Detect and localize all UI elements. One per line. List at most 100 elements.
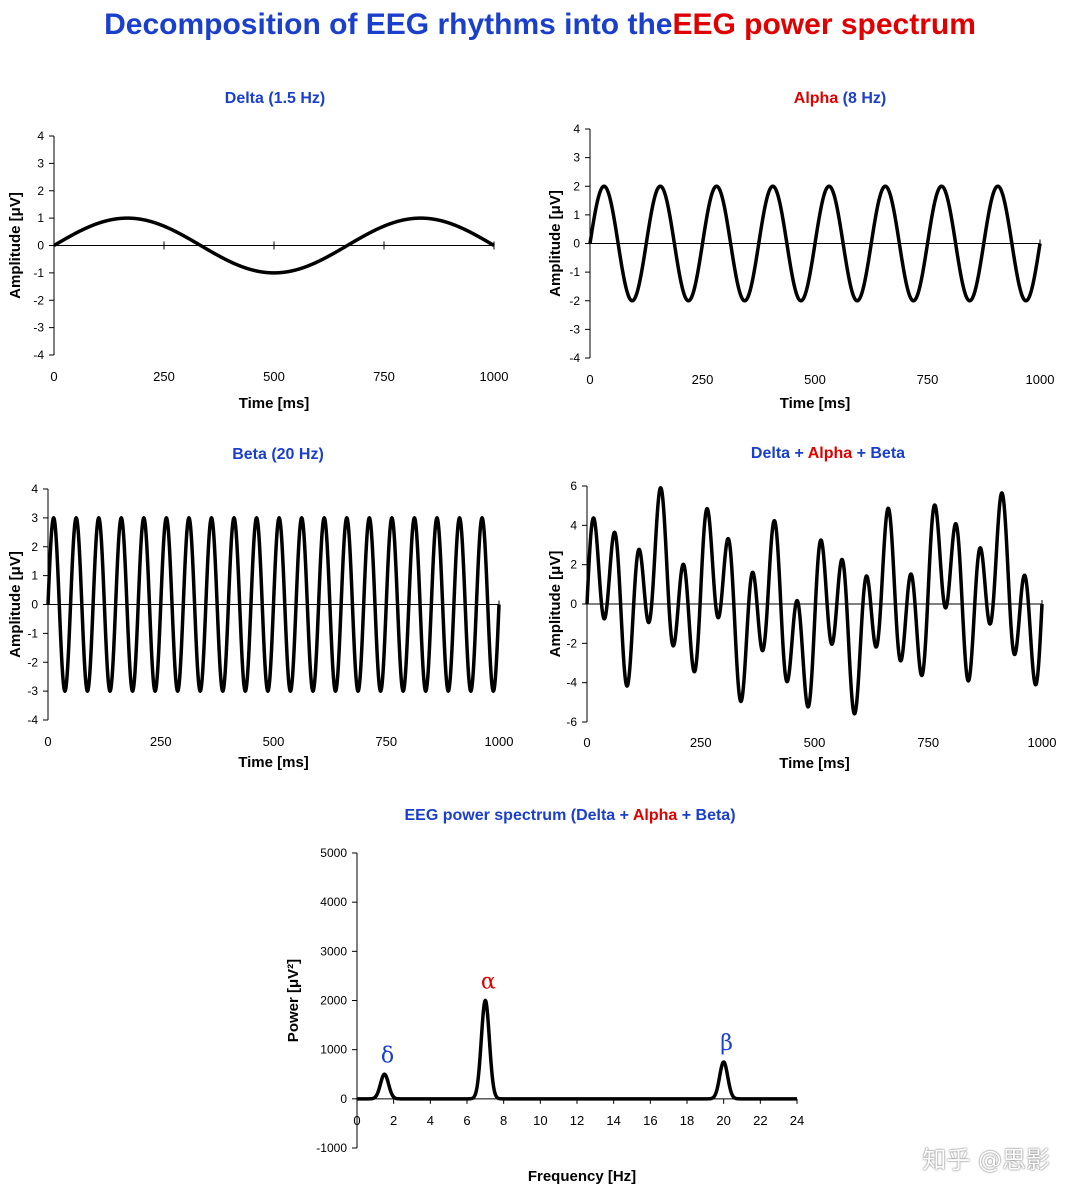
spectrum-x-tick-label: 20 — [716, 1113, 730, 1128]
spectrum-x-tick-label: 2 — [390, 1113, 397, 1128]
delta-y-tick-label: 2 — [37, 184, 44, 198]
alpha-y-tick-label: 4 — [573, 122, 580, 136]
spectrum-y-tick-label: 0 — [340, 1092, 347, 1106]
alpha-y-tick-label: 3 — [573, 151, 580, 165]
alpha-x-tick-label: 250 — [692, 372, 714, 387]
main-title: Decomposition of EEG rhythms into theEEG… — [0, 8, 1080, 42]
beta-x-tick-label: 0 — [44, 734, 51, 749]
alpha-x-tick-label: 500 — [804, 372, 826, 387]
beta-y-tick-label: 0 — [31, 598, 38, 612]
main-title-part2: EEG power spectrum — [672, 8, 976, 41]
beta-series-line — [46, 516, 501, 693]
alpha-series-line — [588, 184, 1042, 303]
alpha-y-tick-label: 2 — [573, 179, 580, 193]
spectrum-x-tick-label: 14 — [606, 1113, 620, 1128]
spectrum-peak-label: δ — [381, 1043, 394, 1068]
sum-title-part: Alpha — [808, 445, 853, 462]
alpha-x-tick-label: 1000 — [1026, 372, 1055, 387]
sum-title-part: + Beta — [852, 445, 905, 462]
spectrum-x-label: Frequency [Hz] — [528, 1168, 636, 1185]
sum-y-tick-label: -4 — [566, 676, 577, 690]
spectrum-title-part: + Beta — [677, 807, 730, 824]
spectrum-y-tick-label: 3000 — [320, 944, 347, 958]
alpha-y-tick-label: -4 — [569, 351, 580, 365]
beta-x-tick-label: 1000 — [485, 734, 514, 749]
spectrum-y-tick-label: 5000 — [320, 846, 347, 860]
sum-title: Delta + Alpha + Beta — [751, 445, 905, 462]
sum-y-tick-label: 6 — [570, 479, 577, 493]
alpha-title: Alpha (8 Hz) — [794, 90, 886, 107]
sum-y-tick-label: 4 — [570, 518, 577, 532]
beta-y-tick-label: -1 — [27, 626, 38, 640]
spectrum-title-part: Alpha — [633, 807, 678, 824]
delta-chart: Delta (1.5 Hz) -4 -3 -2 -1 0 1 2 3 4 0 250 500 750 100… — [7, 90, 508, 412]
delta-y-tick-label: -4 — [33, 348, 44, 362]
sum-y-label: Amplitude [μV] — [547, 551, 564, 658]
spectrum-x-tick-label: 6 — [463, 1113, 470, 1128]
beta-x-label: Time [ms] — [238, 754, 309, 771]
delta-x-tick-label: 0 — [50, 369, 57, 384]
sum-x-tick-label: 0 — [583, 735, 590, 750]
spectrum-x-tick-label: 12 — [570, 1113, 584, 1128]
spectrum-x-tick-label: 8 — [500, 1113, 507, 1128]
beta-chart: Beta (20 Hz) -4 -3 -2 -1 0 1 2 3 4 0 250 500 750 1000 T… — [7, 446, 513, 771]
beta-y-tick-label: 4 — [31, 482, 38, 496]
spectrum-y-tick-label: 1000 — [320, 1043, 347, 1057]
alpha-y-tick-label: 0 — [573, 237, 580, 251]
spectrum-x-tick-label: 24 — [790, 1113, 804, 1128]
delta-y-tick-label: 4 — [37, 129, 44, 143]
beta-y-tick-label: 3 — [31, 511, 38, 525]
spectrum-y-tick-label: 4000 — [320, 895, 347, 909]
beta-x-tick-label: 750 — [375, 734, 397, 749]
sum-title-part: Delta + — [751, 445, 808, 462]
spectrum-title-part: Delta + — [576, 807, 633, 824]
spectrum-peak-label: β — [720, 1031, 733, 1056]
delta-x-tick-label: 250 — [153, 369, 175, 384]
alpha-x-tick-label: 0 — [586, 372, 593, 387]
spectrum-y-label: Power [μV²] — [285, 959, 302, 1042]
sum-y-tick-label: 0 — [570, 597, 577, 611]
beta-y-label: Amplitude [μV] — [7, 551, 24, 658]
spectrum-title-part: ) — [730, 807, 735, 824]
alpha-y-tick-label: 1 — [573, 208, 580, 222]
alpha-title-part: Alpha — [794, 90, 839, 107]
sum-x-tick-label: 250 — [690, 735, 712, 750]
delta-y-label: Amplitude [μV] — [7, 192, 24, 299]
sum-series-line — [585, 486, 1044, 716]
spectrum-x-tick-label: 18 — [680, 1113, 694, 1128]
beta-x-tick-label: 500 — [263, 734, 285, 749]
sum-x-tick-label: 500 — [804, 735, 826, 750]
delta-x-tick-label: 500 — [263, 369, 285, 384]
alpha-y-tick-label: -3 — [569, 322, 580, 336]
spectrum-y-tick-label: 2000 — [320, 994, 347, 1008]
alpha-y-tick-label: -1 — [569, 265, 580, 279]
delta-x-tick-label: 1000 — [480, 369, 509, 384]
sum-y-tick-label: 2 — [570, 558, 577, 572]
watermark: 知乎 @思影 — [922, 1146, 1050, 1174]
spectrum-series-line — [355, 998, 799, 1101]
sum-y-tick-label: -2 — [566, 636, 577, 650]
beta-y-tick-label: 2 — [31, 540, 38, 554]
alpha-title-part: (8 Hz) — [838, 90, 886, 107]
spectrum-title: EEG power spectrum (Delta + Alpha + Beta… — [404, 807, 735, 824]
delta-y-tick-label: 3 — [37, 156, 44, 170]
spectrum-x-tick-label: 4 — [427, 1113, 434, 1128]
alpha-chart: Alpha (8 Hz) -4 -3 -2 -1 0 1 2 3 4 0 250 500 750 1000 T… — [547, 90, 1054, 412]
delta-y-tick-label: -2 — [33, 293, 44, 307]
spectrum-peak-label: α — [481, 970, 496, 995]
alpha-y-tick-label: -2 — [569, 294, 580, 308]
main-title-part1: Decomposition of EEG rhythms into the — [104, 8, 673, 41]
spectrum-chart: EEG power spectrum (Delta + Alpha + Beta… — [285, 807, 804, 1185]
spectrum-x-tick-label: 16 — [643, 1113, 657, 1128]
spectrum-x-tick-label: 10 — [533, 1113, 547, 1128]
delta-title-part: Delta (1.5 Hz) — [225, 90, 325, 107]
delta-x-label: Time [ms] — [239, 395, 310, 412]
spectrum-x-tick-label: 0 — [353, 1113, 360, 1128]
sum-x-tick-label: 1000 — [1028, 735, 1057, 750]
delta-x-tick-label: 750 — [373, 369, 395, 384]
beta-y-tick-label: -4 — [27, 713, 38, 727]
alpha-x-label: Time [ms] — [780, 395, 851, 412]
alpha-x-tick-label: 750 — [917, 372, 939, 387]
beta-y-tick-label: 1 — [31, 569, 38, 583]
